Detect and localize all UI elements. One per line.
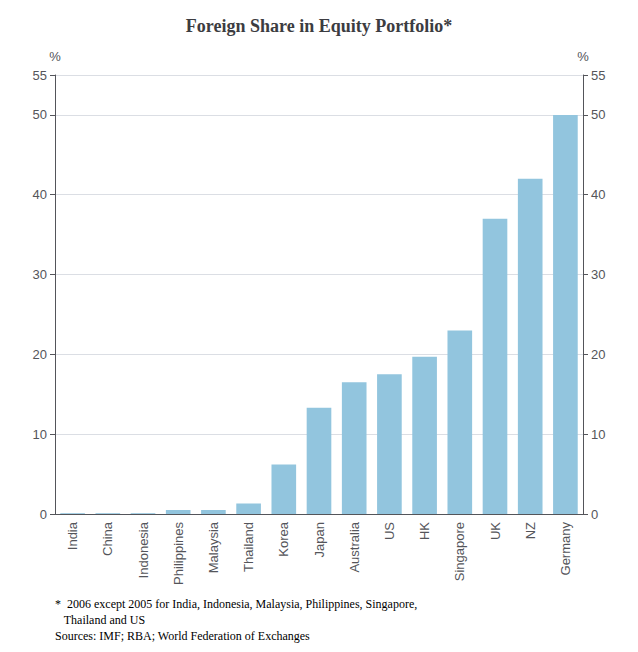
svg-text:20: 20 bbox=[591, 347, 605, 362]
svg-text:30: 30 bbox=[591, 267, 605, 282]
svg-text:0: 0 bbox=[40, 507, 47, 522]
svg-text:30: 30 bbox=[33, 267, 47, 282]
svg-text:10: 10 bbox=[33, 427, 47, 442]
svg-text:Singapore: Singapore bbox=[452, 522, 467, 581]
svg-text:Sources: IMF; RBA; World Feder: Sources: IMF; RBA; World Federation of E… bbox=[55, 629, 310, 643]
svg-text:55: 55 bbox=[33, 68, 47, 83]
svg-text:40: 40 bbox=[591, 187, 605, 202]
svg-text:UK: UK bbox=[488, 522, 503, 540]
svg-text:Indonesia: Indonesia bbox=[136, 521, 151, 578]
svg-text:0: 0 bbox=[591, 507, 598, 522]
svg-text:10: 10 bbox=[591, 427, 605, 442]
svg-text:50: 50 bbox=[33, 107, 47, 122]
svg-text:Germany: Germany bbox=[558, 522, 573, 576]
svg-text:* 2006 except 2005 for India,: * 2006 except 2005 for India, Indonesia,… bbox=[55, 597, 417, 611]
svg-text:Australia: Australia bbox=[347, 521, 362, 572]
svg-text:Korea: Korea bbox=[276, 521, 291, 556]
svg-text:Thailand and US: Thailand and US bbox=[55, 613, 145, 627]
svg-text:NZ: NZ bbox=[523, 522, 538, 539]
svg-text:China: China bbox=[100, 521, 115, 556]
svg-text:%: % bbox=[49, 49, 61, 64]
svg-text:Philippines: Philippines bbox=[171, 522, 186, 585]
svg-text:India: India bbox=[65, 521, 80, 550]
svg-text:50: 50 bbox=[591, 107, 605, 122]
svg-text:Thailand: Thailand bbox=[241, 522, 256, 572]
svg-text:40: 40 bbox=[33, 187, 47, 202]
svg-text:%: % bbox=[577, 49, 589, 64]
svg-text:Malaysia: Malaysia bbox=[206, 521, 221, 573]
svg-text:HK: HK bbox=[417, 522, 432, 540]
svg-text:Japan: Japan bbox=[312, 522, 327, 557]
svg-text:US: US bbox=[382, 522, 397, 540]
svg-text:20: 20 bbox=[33, 347, 47, 362]
svg-text:Foreign Share in Equity Portfo: Foreign Share in Equity Portfolio* bbox=[186, 16, 452, 36]
svg-text:55: 55 bbox=[591, 68, 605, 83]
